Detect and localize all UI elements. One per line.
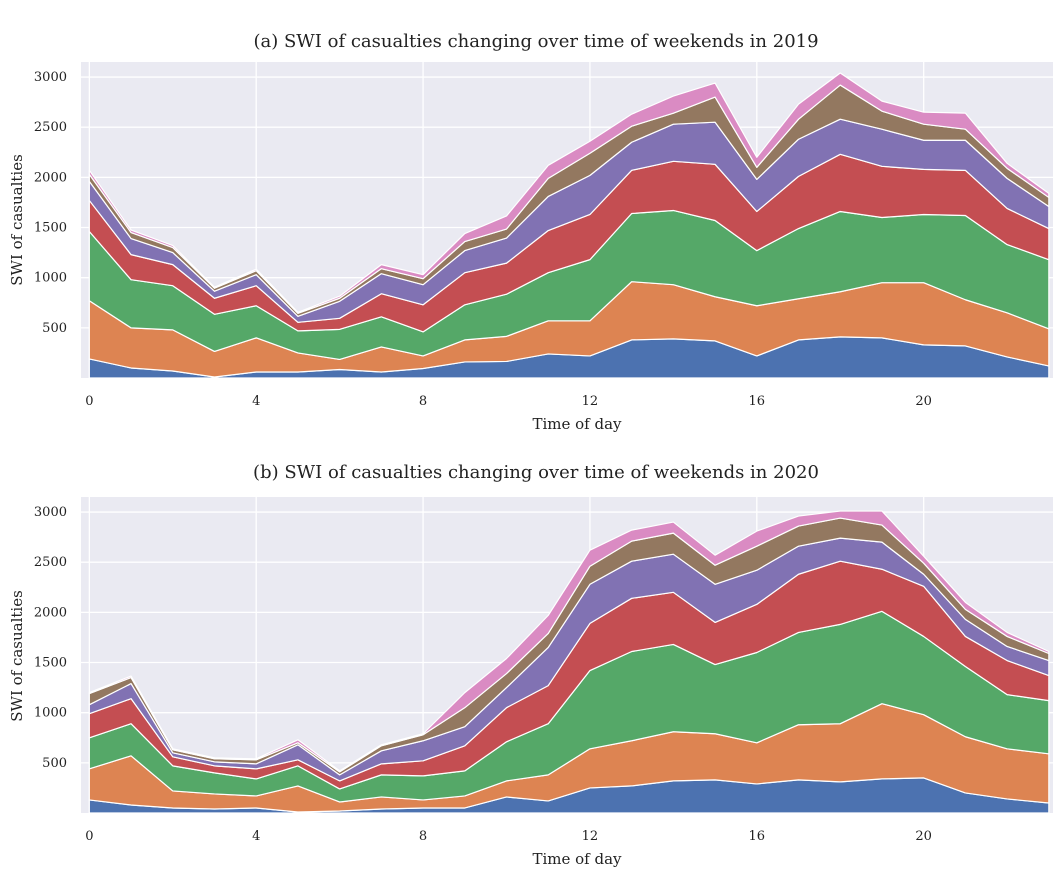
x-tick-label: 0: [85, 829, 93, 844]
y-tick-label: 2000: [34, 170, 67, 185]
x-tick-label: 16: [749, 829, 766, 844]
chart-title: (b) SWI of casualties changing over time…: [253, 462, 819, 483]
x-tick-label: 4: [252, 829, 260, 844]
x-tick-label: 8: [419, 394, 427, 409]
x-tick-label: 20: [915, 394, 932, 409]
x-tick-label: 0: [85, 394, 93, 409]
y-tick-label: 2500: [34, 120, 67, 135]
y-tick-label: 2500: [34, 555, 67, 570]
chart-panel-a: (a) SWI of casualties changing over time…: [8, 31, 1053, 433]
y-tick-label: 3000: [34, 70, 67, 85]
x-tick-label: 12: [582, 829, 599, 844]
x-axis-label: Time of day: [532, 415, 622, 433]
chart-title: (a) SWI of casualties changing over time…: [253, 31, 818, 52]
area-series-7: [88, 510, 1050, 773]
x-tick-label: 20: [915, 829, 932, 844]
y-tick-label: 1000: [34, 271, 67, 286]
y-tick-label: 500: [42, 321, 67, 336]
y-axis-label: SWI of casualties: [8, 154, 26, 286]
area-series-7: [88, 72, 1050, 314]
x-axis-label: Time of day: [532, 850, 622, 868]
x-tick-label: 12: [582, 394, 599, 409]
y-tick-label: 1500: [34, 656, 67, 671]
x-tick-label: 4: [252, 394, 260, 409]
y-tick-label: 1500: [34, 221, 67, 236]
y-tick-label: 500: [42, 756, 67, 771]
y-tick-label: 3000: [34, 505, 67, 520]
y-axis-label: SWI of casualties: [8, 590, 26, 722]
y-tick-label: 2000: [34, 605, 67, 620]
x-tick-label: 8: [419, 829, 427, 844]
x-tick-label: 16: [749, 394, 766, 409]
chart-panel-b: (b) SWI of casualties changing over time…: [8, 462, 1053, 868]
y-tick-label: 1000: [34, 706, 67, 721]
